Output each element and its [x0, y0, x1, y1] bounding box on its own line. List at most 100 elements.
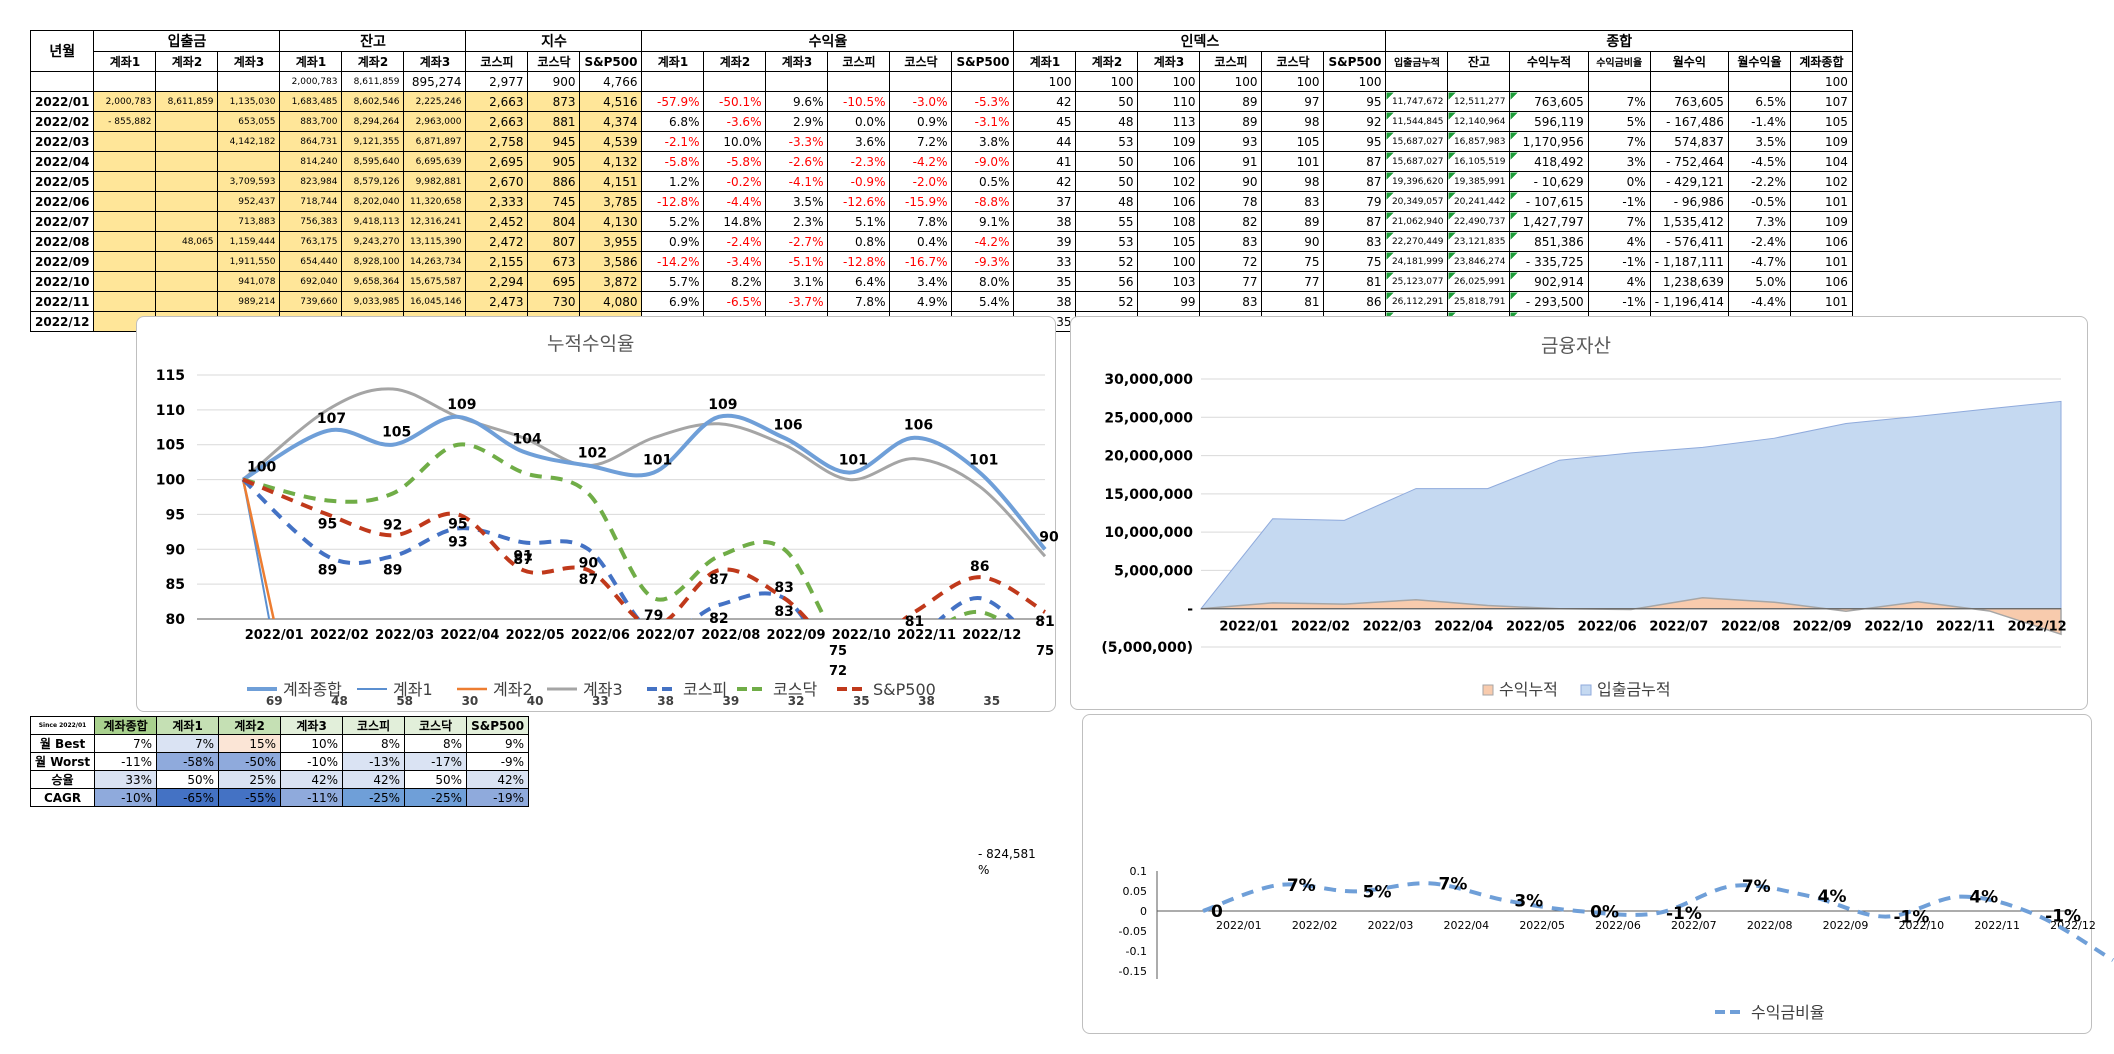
x-tick-label: 2022/10 — [1864, 620, 1923, 635]
table-row: 2022/10 941,078 692,040 9,658,364 15,675,587… — [29, 271, 1853, 292]
table-cell: 713,883 — [217, 211, 281, 232]
data-label: 86 — [970, 559, 989, 575]
table-cell — [765, 71, 829, 92]
x-tick-label: 2022/12 — [2008, 620, 2067, 635]
data-label: 82 — [709, 611, 728, 627]
data-label: 4% — [1969, 888, 1998, 908]
table-cell: 95 — [1323, 91, 1387, 112]
data-label: 109 — [447, 397, 476, 413]
column-header: 코스피 — [465, 51, 529, 72]
data-label: 75 — [1036, 644, 1054, 659]
column-header: 계좌3 — [1137, 51, 1201, 72]
table-cell: -15.9% — [889, 191, 953, 212]
stats-row-label: CAGR — [29, 788, 96, 807]
table-cell: 75 — [1261, 251, 1325, 272]
stats-cell: -11% — [94, 752, 158, 771]
year-month-header: 년월 — [29, 30, 95, 72]
table-cell: - 1,196,414 — [1649, 291, 1729, 312]
x-tick-label: 2022/11 — [897, 628, 956, 643]
x-tick-label: 2022/10 — [832, 628, 891, 643]
y-tick-label: -0.15 — [1119, 965, 1147, 978]
table-cell: 1,170,956 — [1509, 131, 1589, 152]
stats-row: 월 Best 7% 7% 15% 10% 8% 8% 9% — [29, 734, 530, 753]
stats-cell: 42% — [342, 770, 406, 789]
table-cell: 6.5% — [1727, 91, 1791, 112]
table-cell: 8,928,100 — [341, 251, 405, 272]
table-cell: 87 — [1323, 171, 1387, 192]
stats-cell: -13% — [342, 752, 406, 771]
x-tick-label: 2022/01 — [1219, 620, 1278, 635]
stats-row-label: 승율 — [29, 770, 96, 789]
table-cell: 107 — [1789, 91, 1853, 112]
table-cell: 100 — [1261, 71, 1325, 92]
table-cell: 109 — [1789, 131, 1853, 152]
table-cell: 739,660 — [279, 291, 343, 312]
table-cell — [1649, 71, 1729, 92]
table-cell: 6.4% — [827, 271, 891, 292]
table-cell: 75 — [1323, 251, 1387, 272]
table-cell: 864,731 — [279, 131, 343, 152]
table-cell: 807 — [527, 231, 581, 252]
column-group-header: 인덱스 — [1013, 30, 1387, 52]
stats-cell: 15% — [218, 734, 282, 753]
table-cell: 3% — [1587, 151, 1651, 172]
legend-swatch — [1482, 684, 1494, 696]
series-line-계좌종합 — [241, 413, 1047, 551]
cumulative-return-chart-panel[interactable]: 누적수익율 115 110 105 100 95 90 85 80 2022/01 2022/02… — [136, 316, 1059, 712]
legend-swatch — [1580, 684, 1592, 696]
table-cell: 104 — [1789, 151, 1853, 172]
x-tick-label: 2022/02 — [310, 628, 369, 643]
table-cell: 3.5% — [765, 191, 829, 212]
table-cell: 14.8% — [703, 211, 767, 232]
table-cell: -9.0% — [951, 151, 1015, 172]
table-cell: -2.3% — [827, 151, 891, 172]
data-label: 101 — [969, 453, 998, 469]
x-tick-label: 2022/08 — [1721, 620, 1780, 635]
table-cell: -2.2% — [1727, 171, 1791, 192]
stats-cell: -11% — [280, 788, 344, 807]
y-tick-label: 0.05 — [1123, 885, 1148, 898]
data-label: 72 — [829, 664, 847, 679]
stats-cell: 25% — [218, 770, 282, 789]
x-tick-label: 2022/02 — [1291, 620, 1350, 635]
table-cell — [155, 211, 219, 232]
financial-assets-chart-panel[interactable]: 금융자산 30,000,000 25,000,000 20,000,000 15,00… — [1070, 316, 2088, 710]
table-cell: 14,263,734 — [403, 251, 467, 272]
stats-cell: 50% — [156, 770, 220, 789]
table-cell: 4,539 — [579, 131, 643, 152]
stats-cell: -25% — [404, 788, 468, 807]
table-cell: 9,982,881 — [403, 171, 467, 192]
table-cell: 39 — [1013, 231, 1077, 252]
table-cell: 3.6% — [827, 131, 891, 152]
table-cell: 8,294,264 — [341, 111, 405, 132]
table-cell: 2,225,246 — [403, 91, 467, 112]
table-cell: 12,140,964 — [1447, 111, 1511, 132]
stats-cell: -19% — [466, 788, 530, 807]
x-tick-label: 2022/06 — [571, 628, 630, 643]
table-cell: 7% — [1587, 211, 1651, 232]
table-cell: 90 — [1199, 171, 1263, 192]
table-cell: -2.4% — [703, 231, 767, 252]
table-cell: 5% — [1587, 111, 1651, 132]
table-cell: 0.5% — [951, 171, 1015, 192]
x-tick-label: 2022/07 — [1649, 620, 1708, 635]
column-header: 계좌3 — [765, 51, 829, 72]
table-cell: 730 — [527, 291, 581, 312]
portfolio-table: 년월 입출금 잔고 지수 수익율 인덱스 종합 계좌1 계좌2 계좌3 계좌1 계좌2 계좌3 코스피 코스… — [29, 30, 1853, 332]
chart-title: 금융자산 — [1541, 335, 1611, 357]
table-cell: 673 — [527, 251, 581, 272]
y-tick-label: 0 — [1140, 905, 1147, 918]
profit-ratio-chart-panel[interactable]: 0.1 0.05 0 -0.05 -0.1 -0.15 2022/01 2022/02 2022… — [1082, 714, 2114, 1034]
stats-cell: -25% — [342, 788, 406, 807]
column-header: 계좌3 — [403, 51, 467, 72]
table-cell: 4,374 — [579, 111, 643, 132]
table-cell: 2,472 — [465, 231, 529, 252]
x-tick-label: 2022/07 — [1671, 919, 1717, 932]
x-tick-label: 2022/02 — [1292, 919, 1338, 932]
column-header: 코스피 — [827, 51, 891, 72]
table-cell: 16,045,146 — [403, 291, 467, 312]
y-tick-label: 15,000,000 — [1104, 487, 1193, 503]
table-cell: 101 — [1261, 151, 1325, 172]
table-cell — [1727, 71, 1791, 92]
table-cell: -57.9% — [641, 91, 705, 112]
